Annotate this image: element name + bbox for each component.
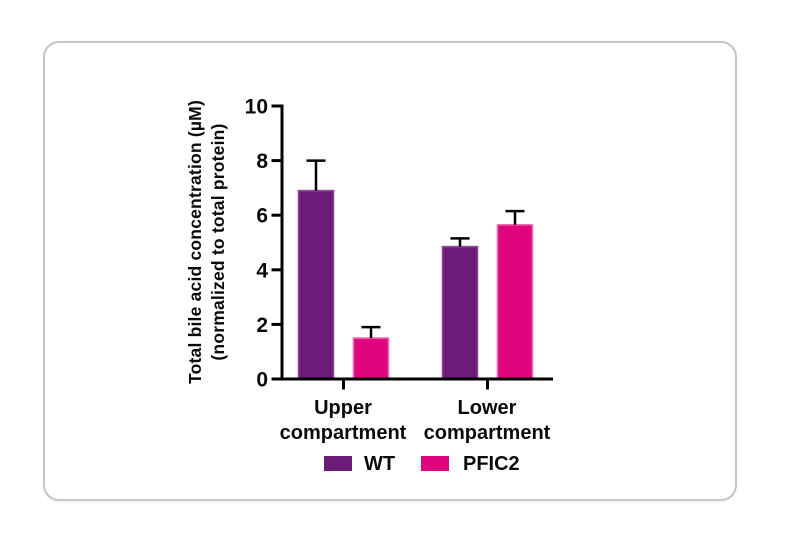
y-tick-label: 0 xyxy=(256,369,268,392)
x-label-upper-compartment: Upper compartment xyxy=(253,396,433,446)
x-label-upper-line1: Upper xyxy=(314,397,372,419)
legend-swatch-pfic2 xyxy=(421,456,449,471)
x-label-upper-line2: compartment xyxy=(279,422,407,444)
legend-label-wt: WT xyxy=(364,453,396,475)
bar-pfic2-upper xyxy=(352,337,390,380)
y-tick-label: 4 xyxy=(256,259,268,282)
y-tick-label: 6 xyxy=(256,205,268,228)
y-tick-label: 10 xyxy=(245,96,268,119)
x-label-lower-line1: Lower xyxy=(457,397,517,419)
x-label-lower-line2: compartment xyxy=(423,422,551,444)
y-tick-label: 2 xyxy=(256,314,268,337)
legend-label-pfic2: PFIC2 xyxy=(463,453,520,475)
bar-pfic2-lower xyxy=(496,223,534,380)
bar-wt-lower xyxy=(441,245,479,380)
figure-card xyxy=(43,41,737,501)
x-label-lower-compartment: Lower compartment xyxy=(397,396,577,446)
y-axis-title-line1: Total bile acid concentration (µM) xyxy=(185,100,205,384)
legend-swatch-wt xyxy=(324,456,352,471)
y-tick-label: 8 xyxy=(256,150,268,173)
y-axis-title-line2: (normalized to total protein) xyxy=(208,123,228,361)
y-axis-title: Total bile acid concentration (µM) (norm… xyxy=(184,77,230,407)
bar-wt-upper xyxy=(297,189,335,380)
